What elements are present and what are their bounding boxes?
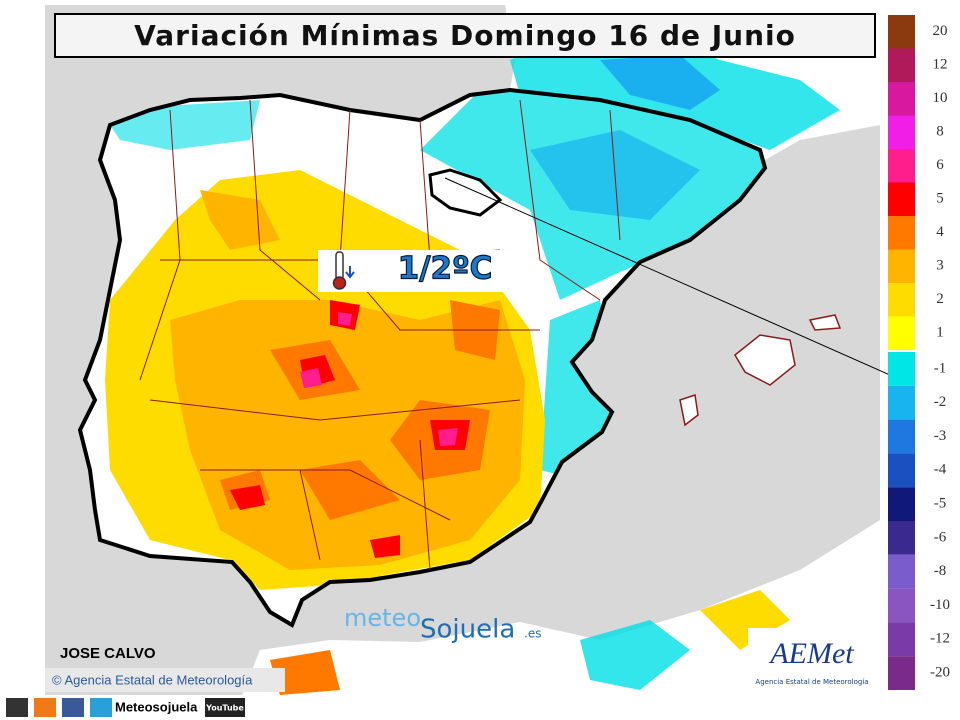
twitter-icon bbox=[90, 698, 112, 717]
title: Variación Mínimas Domingo 16 de Junio bbox=[134, 19, 796, 52]
legend-swatch bbox=[888, 453, 915, 488]
legend-label: -2 bbox=[934, 394, 947, 410]
legend-swatch bbox=[888, 15, 915, 49]
cold-area bbox=[600, 55, 720, 110]
legend-label: 12 bbox=[933, 57, 948, 73]
instagram-icon bbox=[6, 698, 28, 717]
legend-label: -5 bbox=[934, 496, 947, 512]
credit-box bbox=[45, 668, 285, 692]
footer-brand: Meteosojuela bbox=[115, 699, 198, 714]
pointer-line bbox=[444, 177, 891, 376]
legend-swatch bbox=[888, 521, 915, 555]
africa-land bbox=[240, 520, 880, 700]
legend-label: 10 bbox=[933, 90, 948, 106]
legend-label: 3 bbox=[936, 258, 944, 274]
watermark-prefix: meteo bbox=[344, 604, 421, 632]
coastline bbox=[77, 87, 768, 628]
legend-label: -1 bbox=[934, 360, 947, 376]
legend-label: -4 bbox=[934, 462, 947, 478]
watermark-suffix: .es bbox=[524, 627, 541, 641]
legend-label: -12 bbox=[930, 631, 950, 647]
legend-swatch bbox=[888, 182, 915, 216]
legend-label: 2 bbox=[936, 291, 944, 307]
legend-swatch bbox=[888, 283, 915, 317]
credit: © Agencia Estatal de Meteorología bbox=[52, 672, 253, 687]
annotation: 1/2ºC bbox=[398, 251, 493, 287]
legend-label: 4 bbox=[936, 224, 944, 240]
legend-label: 5 bbox=[936, 191, 944, 207]
island bbox=[734, 334, 796, 386]
legend-swatch bbox=[888, 249, 915, 283]
legend-label: 8 bbox=[936, 124, 944, 140]
legend-label: 6 bbox=[936, 157, 944, 173]
legend-label: 1 bbox=[936, 325, 944, 341]
logo-name: AEMet bbox=[768, 637, 854, 670]
warm-area bbox=[700, 590, 790, 650]
cold-area bbox=[580, 620, 690, 690]
legend-swatch bbox=[888, 588, 915, 623]
legend-swatch bbox=[888, 216, 915, 250]
la-rioja-outline bbox=[428, 168, 503, 217]
youtube-label: YouTube bbox=[205, 704, 244, 713]
thermometer-icon bbox=[332, 251, 355, 290]
logo-subtitle: Agencia Estatal de Meteorología bbox=[755, 678, 868, 686]
legend-swatch bbox=[888, 352, 915, 386]
legend-swatch bbox=[888, 48, 915, 82]
blogger-icon bbox=[34, 698, 56, 717]
legend-swatch bbox=[888, 554, 915, 589]
warm-area bbox=[200, 190, 280, 250]
island bbox=[679, 394, 699, 427]
facebook-icon bbox=[62, 698, 84, 717]
legend-label: 20 bbox=[933, 23, 948, 39]
warm-area bbox=[270, 650, 340, 695]
legend-swatch bbox=[888, 656, 915, 690]
legend-label: -3 bbox=[934, 428, 947, 444]
island bbox=[808, 314, 842, 331]
title-box bbox=[54, 13, 876, 58]
legend-label: -6 bbox=[934, 529, 947, 545]
legend-label: -10 bbox=[930, 597, 950, 613]
legend-swatch bbox=[888, 622, 915, 657]
youtube-icon bbox=[205, 698, 245, 717]
legend-swatch bbox=[888, 82, 915, 116]
legend-swatch bbox=[888, 385, 915, 420]
legend-swatch bbox=[888, 149, 915, 183]
legend-swatch bbox=[888, 316, 915, 350]
legend: 20 12 10 8 6 5 4 3 2 1 -1 -2 -3 -4 -5 -6 -8 -10 -12 -20 bbox=[888, 15, 950, 690]
legend-swatch bbox=[888, 419, 915, 454]
watermark-name: Sojuela bbox=[420, 615, 515, 645]
warm-area bbox=[300, 312, 458, 446]
legend-swatch bbox=[888, 115, 915, 149]
author: JOSE CALVO bbox=[60, 645, 156, 662]
logo-box bbox=[748, 628, 878, 690]
legend-swatch bbox=[888, 487, 915, 521]
legend-label: -20 bbox=[930, 665, 950, 681]
legend-label: -8 bbox=[934, 563, 947, 579]
warm-area bbox=[220, 300, 500, 520]
